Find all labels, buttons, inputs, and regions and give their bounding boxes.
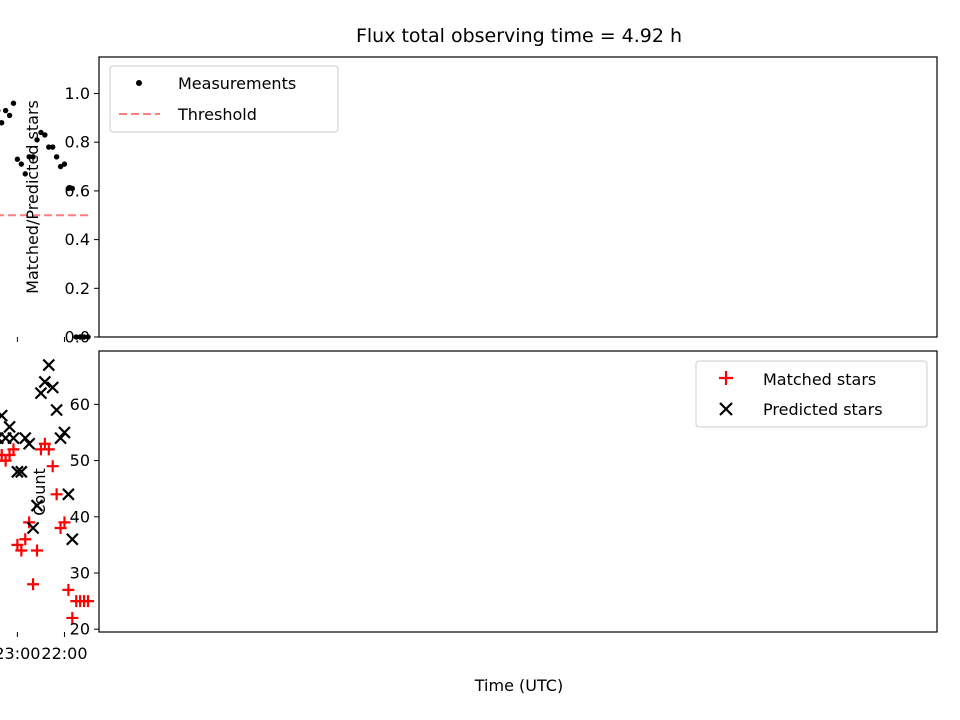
measurement-point <box>61 161 68 167</box>
star-count-legend-box <box>695 360 928 428</box>
measurement-point <box>30 154 36 160</box>
matched-star-point <box>62 583 75 596</box>
predicted-star-point <box>66 532 79 546</box>
measurement-point <box>57 163 64 170</box>
star-count-plot-frame <box>98 350 938 633</box>
star-count-y-tick-label: 50 <box>70 451 90 470</box>
predicted-star-point <box>3 420 16 434</box>
flux-ratio-y-tick-label: 0.2 <box>65 279 90 298</box>
predicted-star-point <box>22 437 36 451</box>
predicted-star-point <box>54 431 67 445</box>
measurement-point <box>26 154 32 160</box>
measurement-point <box>22 171 28 177</box>
legend-predicted-marker <box>719 402 733 416</box>
matched-star-point <box>23 516 36 529</box>
star-count-y-tick-label: 60 <box>70 395 90 414</box>
measurement-point <box>6 112 13 119</box>
matched-star-point <box>66 611 79 624</box>
predicted-star-point <box>62 488 75 501</box>
matched-star-point <box>11 538 24 551</box>
predicted-star-point <box>30 499 44 512</box>
predicted-star-point <box>11 465 24 479</box>
x-tick-label: 22:00 <box>41 644 87 663</box>
star-count-y-label: Count <box>30 468 49 516</box>
matched-star-point <box>70 595 83 608</box>
predicted-star-point <box>18 431 32 445</box>
matched-star-point <box>46 460 59 473</box>
measurement-point <box>10 100 17 106</box>
matched-star-point <box>34 443 47 456</box>
measurement-point <box>50 144 56 150</box>
legend-matched-label: Matched stars <box>763 370 876 389</box>
measurement-point <box>65 185 72 192</box>
legend-measurement-marker <box>136 80 142 86</box>
measurement-point <box>14 156 21 162</box>
flux-ratio-legend-box <box>109 65 339 133</box>
star-count-legend: Matched stars Predicted stars <box>695 360 928 428</box>
chart-title: Flux total observing time = 4.92 h <box>356 25 682 47</box>
predicted-star-point <box>50 403 63 417</box>
measurement-point <box>18 161 25 167</box>
predicted-star-point <box>0 431 5 445</box>
flux-ratio-y-tick-label: 1.0 <box>65 84 90 103</box>
measurement-point <box>34 137 40 143</box>
measurement-point <box>81 334 87 340</box>
measurement-point <box>2 107 9 114</box>
star-count-y-tick-label: 40 <box>70 507 90 526</box>
matched-star-point <box>31 544 44 557</box>
flux-ratio-y-tick-label: 0.6 <box>65 181 90 200</box>
measurement-point <box>46 144 52 150</box>
legend-threshold-label: Threshold <box>177 105 257 124</box>
measurement-point <box>85 334 91 340</box>
predicted-star-point <box>58 426 71 439</box>
predicted-star-point <box>46 381 59 394</box>
star-count-y-tick-label: 30 <box>70 563 90 582</box>
matched-star-point <box>50 488 63 501</box>
flux-ratio-plot-frame <box>98 56 938 338</box>
predicted-star-point <box>0 409 8 422</box>
star-count-y-tick-label: 20 <box>70 620 90 639</box>
flux-ratio-panel: 0.0 0.2 0.4 0.6 0.8 1.0 Matched/Predicted sta… <box>0 56 938 347</box>
x-tick-label: 23:00 <box>0 644 40 663</box>
matched-star-point <box>0 448 8 461</box>
flux-ratio-y-tick-label: 0.4 <box>65 230 90 249</box>
measurement-point <box>42 132 48 138</box>
flux-ratio-y-label: Matched/Predicted stars <box>23 100 42 294</box>
predicted-star-point <box>15 465 28 479</box>
matched-star-point <box>27 578 40 591</box>
measurement-point <box>77 334 83 340</box>
measurement-point <box>38 129 44 136</box>
flux-ratio-y-tick-label: 0.0 <box>65 328 90 347</box>
predicted-star-point <box>42 358 56 372</box>
matched-star-point <box>0 459 4 462</box>
predicted-star-point <box>26 521 40 535</box>
matched-star-point <box>54 522 67 535</box>
matched-star-point <box>19 533 32 546</box>
predicted-star-point <box>34 386 48 400</box>
measurement-point <box>73 334 79 340</box>
legend-measurements-label: Measurements <box>178 74 296 93</box>
legend-predicted-label: Predicted stars <box>763 400 883 419</box>
flux-ratio-legend: Measurements Threshold <box>109 65 339 133</box>
flux-ratio-y-tick-label: 0.8 <box>65 133 90 152</box>
x-axis-label: Time (UTC) <box>474 676 563 695</box>
measurement-point <box>69 185 76 192</box>
measurement-point <box>0 120 5 126</box>
measurement-point <box>53 154 60 160</box>
legend-matched-marker <box>719 371 733 385</box>
predicted-star-point <box>38 375 52 389</box>
